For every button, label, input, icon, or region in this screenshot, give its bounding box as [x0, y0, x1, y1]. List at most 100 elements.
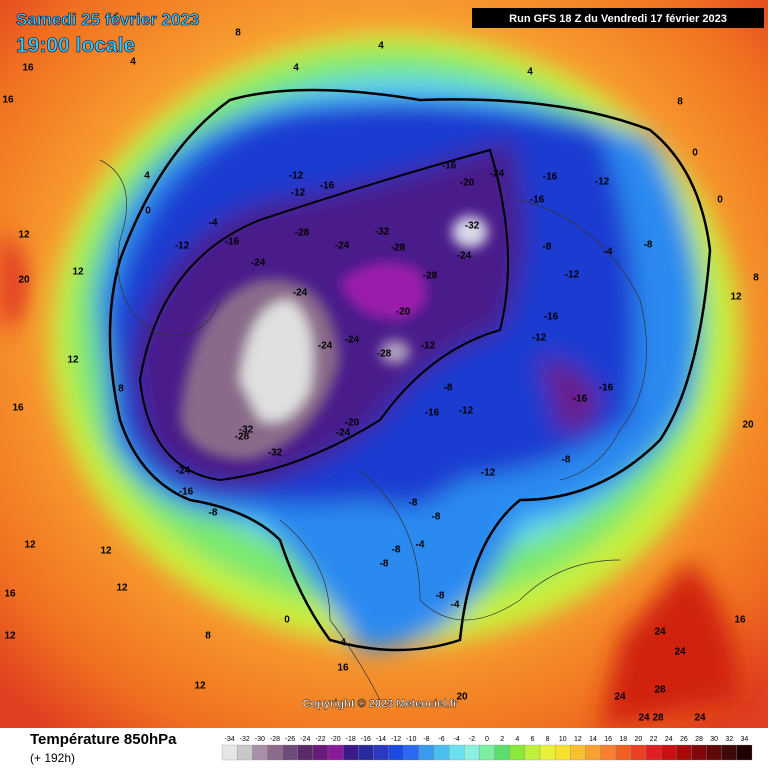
scale-swatch: [418, 744, 435, 761]
copyright: Copyright © 2023 Meteociel.fr: [303, 698, 459, 710]
scale-swatch: [494, 744, 510, 761]
contour-label: 12: [4, 631, 16, 642]
scale-label: -12: [391, 736, 401, 743]
contour-label: -16: [599, 383, 614, 394]
contour-label: 8: [205, 631, 211, 642]
scale-swatch: [342, 744, 359, 761]
contour-label: 20: [742, 420, 754, 431]
contour-label: 16: [22, 63, 34, 74]
scale-swatch: [236, 744, 253, 761]
scale-label: 12: [574, 736, 582, 743]
coastlines: [99, 159, 648, 701]
contour-label: 16: [4, 589, 16, 600]
contour-label: 8: [677, 97, 683, 108]
scale-label: -26: [285, 736, 295, 743]
scale-label: 22: [650, 736, 658, 743]
contour-label: -24: [318, 341, 333, 352]
scale-label: -4: [454, 736, 460, 743]
contour-label: -28: [377, 349, 392, 360]
time: 19:00 locale: [16, 34, 135, 57]
scale-label: -30: [255, 736, 265, 743]
scale-label: -20: [331, 736, 341, 743]
contour-label: 4: [144, 171, 150, 182]
scale-swatch: [721, 744, 738, 761]
contour-label: 12: [18, 230, 30, 241]
scale-label: 18: [619, 736, 627, 743]
contour-label: -24: [457, 251, 472, 262]
contour-label: 28: [652, 713, 664, 724]
scale-swatch: [554, 744, 571, 761]
scale-label: 24: [665, 736, 673, 743]
footer-subtitle: (+ 192h): [30, 751, 75, 765]
contour-label: 16: [734, 615, 746, 626]
contour-label: -32: [239, 425, 254, 436]
contour-label: -16: [442, 161, 457, 172]
contour-label: 0: [284, 615, 290, 626]
contour-label: -12: [595, 177, 610, 188]
contour-label: -32: [465, 221, 480, 232]
scale-label: -18: [346, 736, 356, 743]
contour-label: -8: [444, 383, 453, 394]
contour-label: -8: [436, 591, 445, 602]
contour-label: -4: [604, 247, 613, 258]
contour-label: -24: [490, 169, 505, 180]
scale-swatch: [736, 744, 753, 761]
scale-label: 0: [485, 736, 489, 743]
contour-label: 24: [614, 692, 626, 703]
contour-label: 4: [527, 67, 533, 78]
contour-label: 0: [692, 148, 698, 159]
contour-label: 16: [337, 663, 349, 674]
scale-swatch: [615, 744, 632, 761]
scale-swatch: [221, 744, 238, 761]
scale-label: 14: [589, 736, 597, 743]
scale-swatch: [660, 744, 677, 761]
contour-label: 12: [100, 546, 112, 557]
contour-label: -24: [293, 288, 308, 299]
scale-swatch: [509, 744, 526, 761]
contour-label: 12: [730, 292, 742, 303]
contour-label: 16: [12, 403, 24, 414]
zero-isotherm: [108, 88, 712, 652]
contour-label: -4: [451, 600, 460, 611]
contour-label: -12: [481, 468, 496, 479]
contour-label: -32: [268, 448, 283, 459]
contour-label: -12: [289, 171, 304, 182]
scale-label: -8: [423, 736, 429, 743]
contour-label: -24: [345, 335, 360, 346]
contour-label: 20: [18, 275, 30, 286]
scale-swatch: [388, 744, 404, 761]
scale-label: 30: [710, 736, 718, 743]
contour-label: -12: [291, 188, 306, 199]
date: Samedi 25 février 2023: [16, 10, 199, 29]
contour-label: -12: [421, 341, 436, 352]
scale-swatch: [282, 744, 298, 761]
scale-label: 28: [695, 736, 703, 743]
contour-label: 0: [717, 195, 723, 206]
scale-swatch: [433, 744, 450, 761]
scale-label: -16: [361, 736, 371, 743]
scale-label: -32: [240, 736, 250, 743]
scale-label: -34: [225, 736, 235, 743]
contour-label: 12: [116, 583, 128, 594]
scale-swatch: [358, 744, 374, 761]
scale-swatch: [373, 744, 389, 761]
scale-label: -24: [300, 736, 310, 743]
scale-label: -10: [406, 736, 416, 743]
contour-label: 4: [293, 63, 299, 74]
scale-label: -2: [469, 736, 475, 743]
contour-label: 24: [654, 627, 666, 638]
scale-swatch: [706, 744, 722, 761]
contour-label: -12: [175, 241, 190, 252]
scale-label: 20: [635, 736, 643, 743]
scale-label: -28: [270, 736, 280, 743]
contour-label: -24: [336, 428, 351, 439]
contour-label: 24: [674, 647, 686, 658]
scale-swatch: [539, 744, 556, 761]
scale-swatch: [448, 744, 465, 761]
contour-label: -20: [345, 418, 360, 429]
contour-label: -20: [460, 178, 475, 189]
scale-label: 2: [500, 736, 504, 743]
contour-label: -16: [425, 408, 440, 419]
